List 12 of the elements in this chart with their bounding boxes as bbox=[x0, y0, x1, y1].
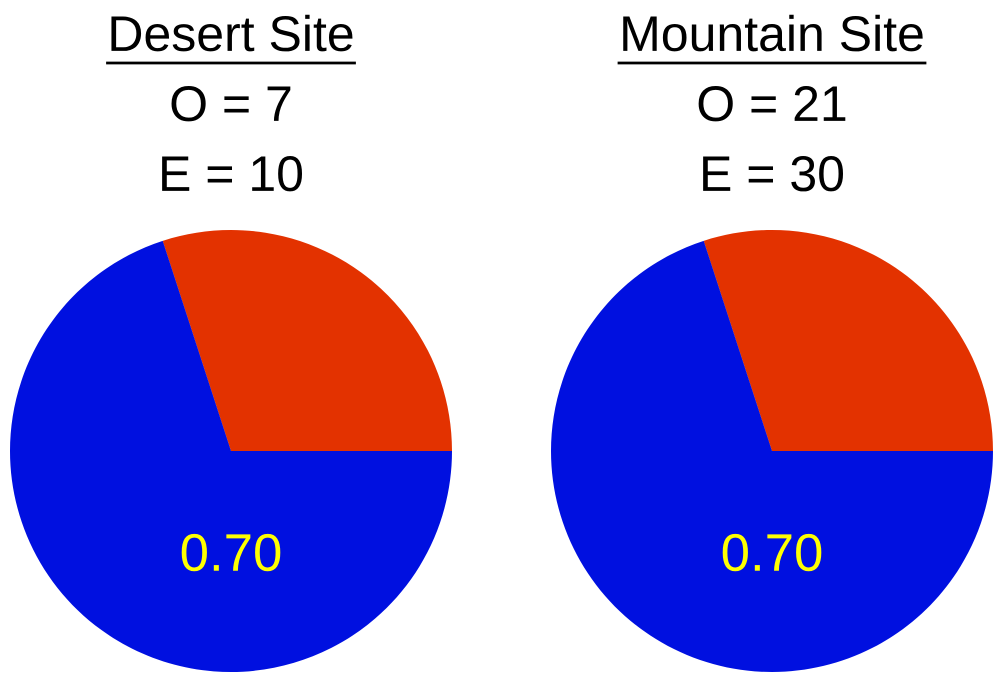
text: O = 21 bbox=[698, 86, 846, 122]
chart-title: Desert Site bbox=[111, 14, 352, 52]
data-label: 0.70 bbox=[722, 534, 822, 572]
text: E = 10 bbox=[162, 156, 302, 192]
data-label: 0.70 bbox=[182, 534, 280, 572]
chart-title: Mountain Site bbox=[623, 14, 923, 52]
text: O = 7 bbox=[172, 86, 290, 122]
text: E = 30 bbox=[703, 156, 844, 192]
pie-slice bbox=[704, 230, 993, 451]
pie-slice bbox=[162, 230, 452, 451]
pie-slice bbox=[10, 240, 452, 672]
pie-slice bbox=[551, 240, 993, 672]
